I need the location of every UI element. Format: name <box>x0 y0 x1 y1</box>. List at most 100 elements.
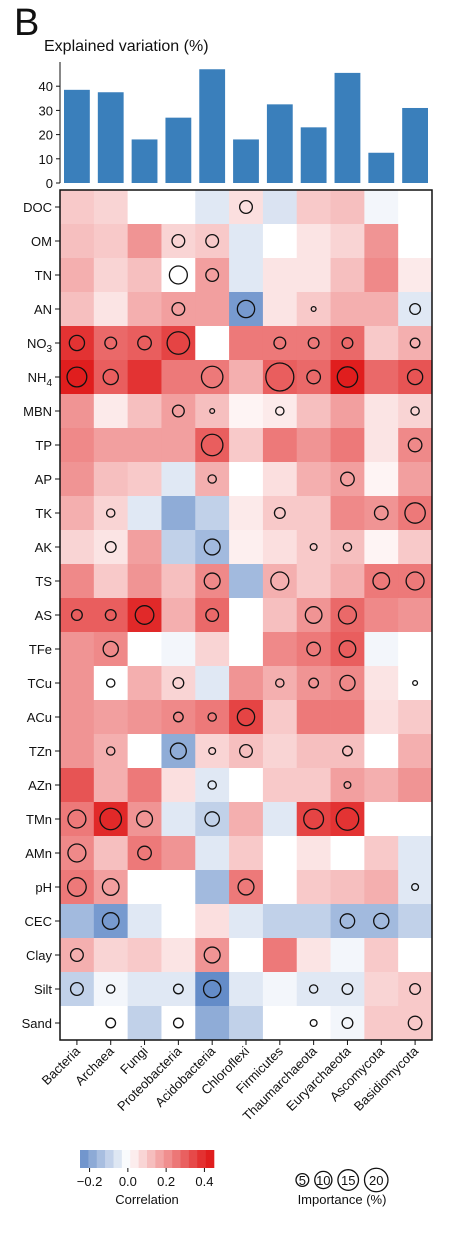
importance-circle <box>200 365 224 389</box>
heatmap-cell <box>296 326 331 361</box>
bar-chart-bars <box>64 69 428 183</box>
heatmap-cell <box>364 836 399 871</box>
bar <box>334 72 361 183</box>
heatmap-cell <box>93 768 129 803</box>
heatmap-cell <box>195 632 230 667</box>
heatmap-cell <box>229 292 264 327</box>
heatmap-cell <box>330 768 365 803</box>
importance-circle <box>236 299 256 319</box>
row-label: Clay <box>26 948 53 963</box>
heatmap-cell <box>195 598 230 633</box>
heatmap-cell <box>262 870 298 905</box>
heatmap-cell <box>93 326 129 361</box>
heatmap-cell <box>262 598 298 633</box>
colorbar-segment <box>138 1150 148 1168</box>
heatmap-cell <box>229 700 264 735</box>
heatmap-cell <box>330 326 365 361</box>
heatmap-cell <box>93 292 129 327</box>
row-label: AP <box>35 472 52 487</box>
importance-circle <box>99 807 123 831</box>
heatmap-cell <box>330 870 365 905</box>
importance-circle <box>306 641 322 657</box>
importance-circle <box>404 502 426 524</box>
importance-circle <box>137 335 152 351</box>
heatmap-cell <box>296 394 331 429</box>
heatmap-cell <box>364 734 399 769</box>
heatmap-cell <box>330 190 365 225</box>
importance-circle <box>171 302 186 316</box>
heatmap-cell <box>364 428 399 463</box>
heatmap-cell <box>195 326 230 361</box>
heatmap-cell <box>296 598 331 633</box>
heatmap-cell <box>364 326 399 361</box>
importance-circle <box>303 808 325 830</box>
colorbar-tick-label: −0.2 <box>77 1174 103 1189</box>
heatmap-cell <box>330 394 365 429</box>
size-legend-circle <box>295 1172 310 1188</box>
bar <box>233 139 259 183</box>
heatmap-cell <box>93 224 129 259</box>
heatmap-cell <box>161 632 196 667</box>
heatmap-cell <box>296 734 331 769</box>
heatmap-cell <box>127 972 162 1007</box>
heatmap-cell <box>364 972 399 1007</box>
heatmap-cell <box>229 734 264 769</box>
heatmap-cell <box>229 904 264 939</box>
heatmap-cell <box>161 972 196 1007</box>
row-label: TP <box>35 438 52 453</box>
importance-circle <box>407 1015 423 1031</box>
heatmap-cell <box>93 734 129 769</box>
row-label: MBN <box>23 404 52 419</box>
heatmap-cell <box>229 598 264 633</box>
heatmap-cell <box>229 462 264 497</box>
heatmap-cell <box>127 462 162 497</box>
heatmap-cell <box>364 258 399 293</box>
heatmap-cell <box>262 904 298 939</box>
heatmap-cell <box>262 190 298 225</box>
importance-circle <box>101 912 120 930</box>
heatmap-cell <box>93 462 129 497</box>
heatmap-cell <box>195 768 230 803</box>
importance-circle <box>270 571 290 591</box>
heatmap-cell <box>229 564 264 599</box>
heatmap-cell <box>60 530 95 565</box>
heatmap-cell <box>127 224 162 259</box>
importance-circle <box>66 877 87 897</box>
heatmap-cell <box>262 836 298 871</box>
size-legend-circle <box>337 1169 360 1191</box>
row-label: Sand <box>22 1016 52 1031</box>
importance-circle <box>275 406 285 416</box>
size-legend-label: 5 <box>299 1173 306 1188</box>
heatmap-cell <box>364 632 399 667</box>
heatmap-cell <box>93 598 129 633</box>
row-label: OM <box>31 234 52 249</box>
heatmap-cell <box>60 360 95 395</box>
bar-y-tick-label: 30 <box>39 103 53 118</box>
heatmap-cell <box>330 224 365 259</box>
heatmap-cell <box>93 530 129 565</box>
importance-circle <box>341 982 354 996</box>
heatmap-cell <box>93 802 129 837</box>
importance-circle <box>205 268 220 282</box>
heatmap-cell <box>60 632 95 667</box>
heatmap-cell <box>364 598 399 633</box>
heatmap-cell <box>330 904 365 939</box>
heatmap-cell <box>93 258 129 293</box>
heatmap-cell <box>262 462 298 497</box>
heatmap-cell <box>398 190 433 225</box>
heatmap-cell <box>330 836 365 871</box>
importance-size-legend: 5 10 15 20 Importance (%) <box>295 1167 389 1207</box>
colorbar-segment <box>205 1150 215 1168</box>
importance-circle <box>203 538 221 556</box>
heatmap-cell <box>262 972 298 1007</box>
importance-circle <box>166 331 191 355</box>
heatmap-row-labels: DOC OM TN AN NO3 NH4 MBN TP AP TK AK TS AS TFe TCu ACu T… <box>22 200 60 1031</box>
row-label: CEC <box>25 914 52 929</box>
heatmap-cell <box>161 292 196 327</box>
heatmap-cell <box>161 802 196 837</box>
heatmap-cell <box>229 428 264 463</box>
heatmap-cell <box>195 938 230 973</box>
heatmap-cell <box>296 802 331 837</box>
bar <box>165 117 192 183</box>
heatmap-cell <box>398 530 433 565</box>
